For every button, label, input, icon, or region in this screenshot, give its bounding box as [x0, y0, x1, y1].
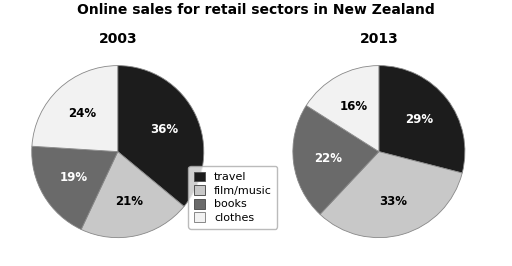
Text: 16%: 16%: [340, 100, 368, 113]
Text: 19%: 19%: [59, 171, 88, 184]
Wedge shape: [118, 66, 204, 206]
Wedge shape: [320, 152, 462, 238]
Wedge shape: [306, 66, 379, 152]
Text: 2003: 2003: [98, 32, 137, 46]
Wedge shape: [32, 146, 118, 230]
Wedge shape: [81, 152, 184, 238]
Wedge shape: [32, 66, 118, 152]
Text: 22%: 22%: [314, 152, 342, 165]
Text: 24%: 24%: [69, 107, 96, 120]
Wedge shape: [293, 106, 379, 214]
Text: 36%: 36%: [151, 123, 179, 136]
Text: Online sales for retail sectors in New Zealand: Online sales for retail sectors in New Z…: [77, 3, 435, 17]
Text: 2013: 2013: [359, 32, 398, 46]
Wedge shape: [379, 66, 465, 173]
Text: 29%: 29%: [406, 114, 434, 127]
Legend: travel, film/music, books, clothes: travel, film/music, books, clothes: [188, 166, 278, 228]
Text: 33%: 33%: [379, 195, 407, 208]
Text: 21%: 21%: [115, 196, 143, 209]
